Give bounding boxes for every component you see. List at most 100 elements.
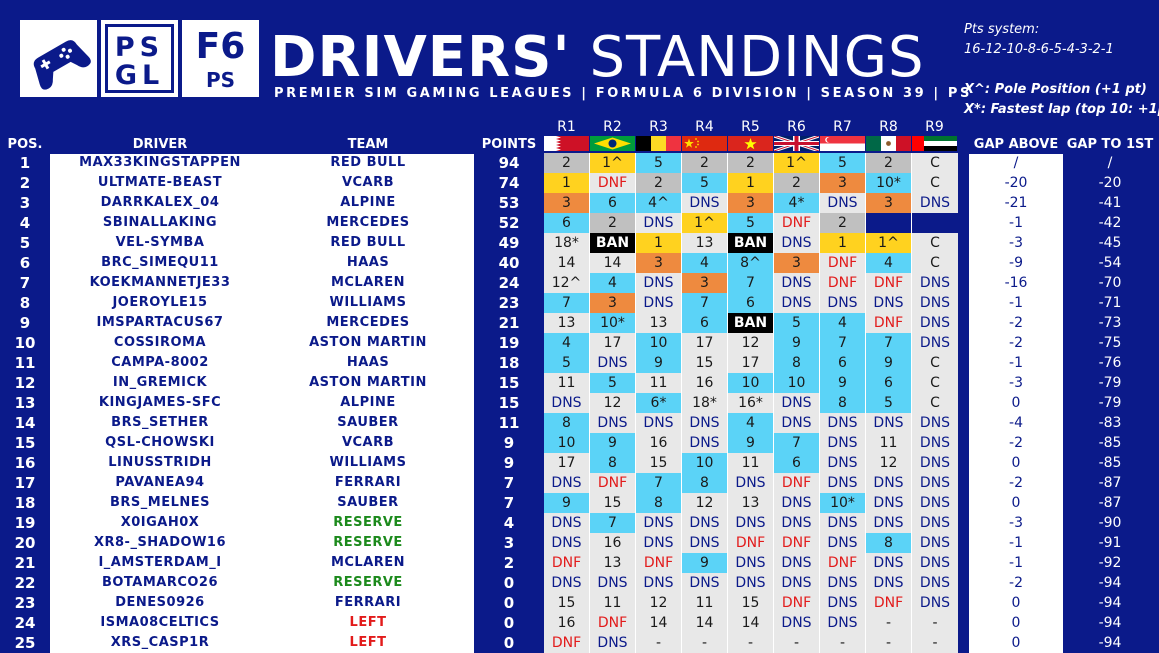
race-result-cell: 3 bbox=[682, 273, 728, 293]
race-result-cell: 14 bbox=[728, 613, 774, 633]
race-result-cell: 16* bbox=[728, 393, 774, 413]
team-name: WILLIAMS bbox=[329, 455, 407, 470]
driver-name: VEL-SYMBA bbox=[115, 235, 205, 250]
points-cell: 53 bbox=[498, 194, 520, 212]
race-result-cell: 7 bbox=[636, 473, 682, 493]
points-cell: 15 bbox=[498, 394, 520, 412]
psgl-logo-bottom: GL bbox=[114, 60, 165, 91]
gap-above-cell: -2 bbox=[1009, 435, 1023, 451]
race-result-cell: 4* bbox=[774, 193, 820, 213]
race-result-cell: DNS bbox=[774, 293, 820, 313]
race-result-cell: 16 bbox=[590, 533, 636, 553]
team-name: FERRARI bbox=[334, 595, 402, 610]
position-cell: 17 bbox=[14, 474, 36, 492]
race-result-cell: 10 bbox=[728, 373, 774, 393]
race-result-cell: 15 bbox=[728, 593, 774, 613]
race-result-cell: 13 bbox=[590, 553, 636, 573]
race-result-cell: 4^ bbox=[636, 193, 682, 213]
gap-first-cell: -90 bbox=[1063, 513, 1157, 533]
race-result-cell: 8 bbox=[774, 353, 820, 373]
race-result-cell: DNS bbox=[820, 193, 866, 213]
gap-above-cell: 0 bbox=[1011, 455, 1021, 471]
gap-above-cell: -3 bbox=[1009, 515, 1023, 531]
position-cell: 18 bbox=[14, 494, 36, 512]
f6-logo-bottom: PS bbox=[205, 68, 236, 92]
race-result-cell: DNS bbox=[820, 293, 866, 313]
race-result-cell: DNS bbox=[866, 413, 912, 433]
race-result-cell: DNS bbox=[912, 593, 958, 613]
gap-first-cell: -41 bbox=[1063, 193, 1157, 213]
position-cell: 23 bbox=[14, 594, 36, 612]
driver-name: BOTAMARCO26 bbox=[101, 575, 219, 590]
race-result-cell: - bbox=[912, 613, 958, 633]
race-result-cell: 3 bbox=[866, 193, 912, 213]
race-result-cell: 7 bbox=[866, 333, 912, 353]
position-cell: 25 bbox=[14, 634, 36, 652]
gap-first-cell: -94 bbox=[1063, 573, 1157, 593]
race-header-r8: R8 bbox=[879, 119, 898, 135]
points-cell: 40 bbox=[498, 254, 520, 272]
race-result-cell: 4 bbox=[682, 253, 728, 273]
points-cell: 74 bbox=[498, 174, 520, 192]
race-result-cell: 16 bbox=[636, 433, 682, 453]
position-cell: 9 bbox=[19, 314, 31, 332]
driver-name: XRS_CASP1R bbox=[110, 635, 210, 650]
belgium-flag bbox=[636, 136, 681, 151]
race-result-cell bbox=[866, 213, 912, 233]
race-result-cell: DNS bbox=[912, 433, 958, 453]
race-result-cell: 2 bbox=[728, 153, 774, 173]
race-result-cell: BAN bbox=[728, 313, 774, 333]
team-name: RED BULL bbox=[330, 235, 406, 250]
race-result-cell: C bbox=[912, 173, 958, 193]
gap-above-cell: -9 bbox=[1009, 255, 1023, 271]
race-result-cell: 9 bbox=[774, 333, 820, 353]
mexico-flag bbox=[866, 136, 911, 151]
race-result-cell: DNS bbox=[866, 293, 912, 313]
header-gap-above: GAP ABOVE bbox=[973, 137, 1059, 152]
race-result-cell: 16 bbox=[682, 373, 728, 393]
gap-above-cell: -3 bbox=[1009, 235, 1023, 251]
race-result-cell: 8 bbox=[636, 493, 682, 513]
race-header-r5: R5 bbox=[741, 119, 760, 135]
race-result-cell: DNS bbox=[912, 473, 958, 493]
race-result-cell: DNS bbox=[636, 573, 682, 593]
position-cell: 14 bbox=[14, 414, 36, 432]
race-result-cell: 1 bbox=[728, 173, 774, 193]
page-title: DRIVERS' STANDINGS bbox=[270, 28, 925, 88]
race-result-cell: DNS bbox=[866, 513, 912, 533]
gap-first-cell: -73 bbox=[1063, 313, 1157, 333]
race-result-cell: DNS bbox=[820, 613, 866, 633]
position-cell: 5 bbox=[19, 234, 31, 252]
race-result-cell: 5 bbox=[820, 153, 866, 173]
race-result-cell: DNF bbox=[590, 173, 636, 193]
f6-logo-top: F6 bbox=[195, 26, 246, 67]
race-result-cell: DNS bbox=[912, 293, 958, 313]
points-cell: 11 bbox=[498, 414, 520, 432]
gap-first-cell: -71 bbox=[1063, 293, 1157, 313]
points-cell: 94 bbox=[498, 154, 520, 172]
race-result-cell: DNS bbox=[544, 573, 590, 593]
race-result-cell: DNF bbox=[544, 553, 590, 573]
race-result-cell: DNS bbox=[820, 533, 866, 553]
gap-above-cell: -2 bbox=[1009, 575, 1023, 591]
race-result-cell: 12 bbox=[682, 493, 728, 513]
race-result-cell: 10 bbox=[774, 373, 820, 393]
team-name: SAUBER bbox=[337, 415, 399, 430]
race-result-cell: DNS bbox=[728, 513, 774, 533]
race-result-cell: DNS bbox=[544, 393, 590, 413]
position-cell: 6 bbox=[19, 254, 31, 272]
race-result-cell: - bbox=[636, 633, 682, 653]
points-cell: 24 bbox=[498, 274, 520, 292]
driver-name: MAX33KINGSTAPPEN bbox=[79, 155, 241, 170]
race-result-cell: 5 bbox=[544, 353, 590, 373]
team-name: MERCEDES bbox=[326, 215, 410, 230]
race-result-cell: DNF bbox=[820, 253, 866, 273]
gap-first-cell: -79 bbox=[1063, 373, 1157, 393]
race-result-cell: DNS bbox=[912, 313, 958, 333]
race-result-cell: 3 bbox=[636, 253, 682, 273]
race-result-cell: DNS bbox=[544, 473, 590, 493]
race-result-cell: 7 bbox=[820, 333, 866, 353]
race-result-cell: 6* bbox=[636, 393, 682, 413]
points-cell: 52 bbox=[498, 214, 520, 232]
race-result-cell: C bbox=[912, 393, 958, 413]
